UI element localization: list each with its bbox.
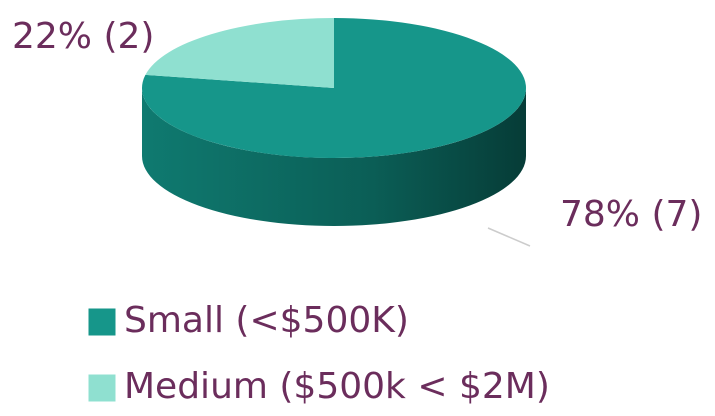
data-label: 22% (2): [12, 16, 154, 57]
legend-label: Small (<$500K): [124, 300, 409, 341]
legend-swatch: [87, 307, 117, 337]
legend-swatch: [87, 373, 117, 403]
data-label: 78% (7): [560, 194, 702, 235]
legend-label: Medium ($500k < $2M): [124, 366, 550, 407]
slice-side: [142, 88, 526, 226]
slice: [145, 18, 334, 88]
leader-line: [487, 227, 531, 247]
